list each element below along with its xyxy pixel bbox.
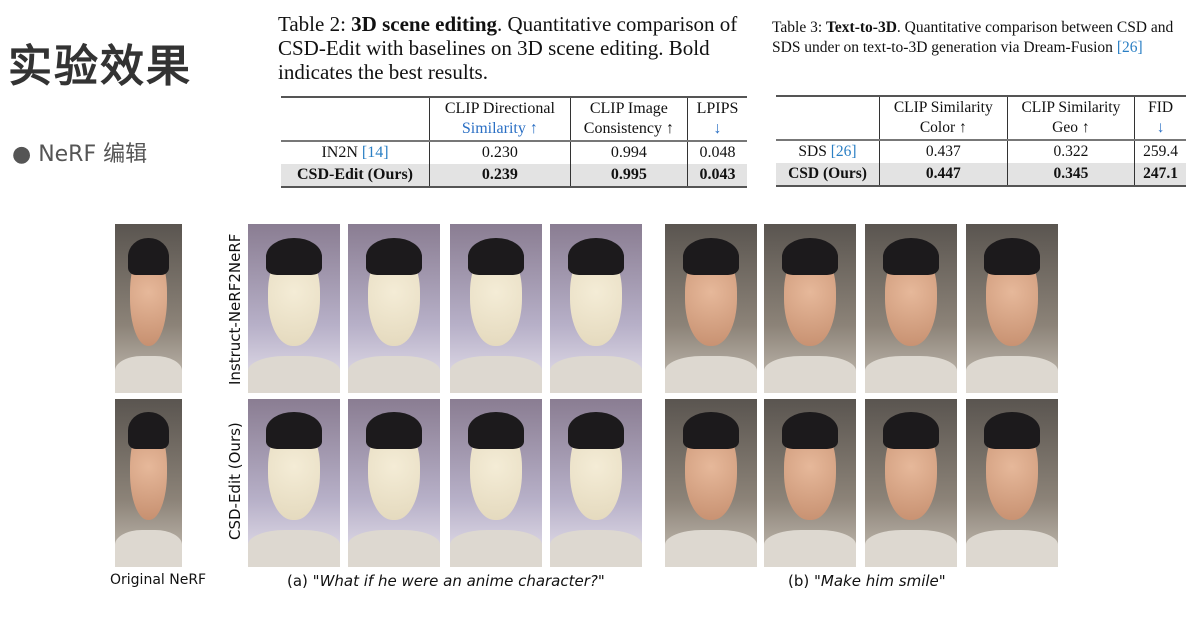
smile-edit-image <box>764 224 856 393</box>
caption-a-text: "What if he were an anime character?" <box>312 572 605 590</box>
cell: 0.437 <box>879 140 1008 163</box>
cell: 0.239 <box>429 164 571 187</box>
table2: CLIP Directional Similarity ↑ CLIP Image C… <box>281 96 747 188</box>
caption-b: (b) "Make him smile" <box>788 572 946 590</box>
method: CSD-Edit (Ours) <box>281 164 430 187</box>
header: CLIP Image <box>589 100 668 117</box>
caption-bold: 3D scene editing <box>351 12 497 36</box>
smile-edit-image <box>966 224 1058 393</box>
caption-prefix: Table 2: <box>278 12 352 36</box>
header: FID <box>1148 99 1174 116</box>
cell: 247.1 <box>1134 163 1186 186</box>
method: IN2N <box>321 144 362 161</box>
caption-a-prefix: (a) <box>287 572 313 590</box>
smile-edit-image <box>764 399 856 567</box>
anime-edit-image <box>450 399 542 567</box>
table-row: IN2N [14] 0.230 0.994 0.048 <box>281 141 747 164</box>
table2-caption: Table 2: 3D scene editing. Quantitative … <box>278 12 750 84</box>
bullet-nerf-editing: ● NeRF 编辑 <box>12 142 148 167</box>
header: Color ↑ <box>919 119 967 136</box>
header: CLIP Directional <box>444 100 555 117</box>
smile-edit-image <box>865 224 957 393</box>
cell: 0.048 <box>687 141 747 164</box>
table3: CLIP Similarity Color ↑ CLIP Similarity Ge… <box>776 95 1186 187</box>
cell: 0.322 <box>1006 140 1135 163</box>
cell: 0.994 <box>569 141 688 164</box>
caption-rest: . Quantitative comparison of CSD-Edit wi… <box>278 12 738 84</box>
anime-edit-image <box>550 399 642 567</box>
table3-caption: Table 3: Text-to-3D. Quantitative compar… <box>772 18 1187 58</box>
citation: [14] <box>361 144 389 161</box>
smile-edit-image <box>665 224 757 393</box>
caption-a: (a) "What if he were an anime character?… <box>287 572 605 590</box>
slide-title: 实验效果 <box>8 41 192 92</box>
table-row: CSD (Ours) 0.447 0.345 247.1 <box>776 163 1186 186</box>
table-row: SDS [26] 0.437 0.322 259.4 <box>776 140 1186 163</box>
caption-rest: . Quantitative comparison between CSD an… <box>772 19 1174 56</box>
original-nerf-image <box>115 224 182 393</box>
smile-edit-image <box>865 399 957 567</box>
cell: 259.4 <box>1134 140 1186 163</box>
anime-edit-image <box>348 224 440 393</box>
header: Consistency ↑ <box>583 120 674 137</box>
anime-edit-image <box>450 224 542 393</box>
caption-prefix: Table 3: <box>772 19 827 36</box>
method: SDS <box>798 143 831 160</box>
anime-edit-image <box>550 224 642 393</box>
anime-edit-image <box>248 399 340 567</box>
citation: [26] <box>1116 39 1143 56</box>
row-label-in2n: Instruct-NeRF2NeRF <box>226 233 244 385</box>
row-label-csd: CSD-Edit (Ours) <box>226 422 244 540</box>
header: CLIP Similarity <box>1021 99 1121 116</box>
header: Geo ↑ <box>1052 119 1090 136</box>
original-nerf-label: Original NeRF <box>110 572 207 588</box>
header: ↓ <box>1156 119 1165 136</box>
smile-edit-image <box>665 399 757 567</box>
method: CSD (Ours) <box>776 163 880 186</box>
anime-edit-image <box>348 399 440 567</box>
caption-b-prefix: (b) <box>788 572 814 590</box>
header: CLIP Similarity <box>893 99 993 116</box>
citation: [26] <box>830 143 857 160</box>
cell: 0.345 <box>1006 163 1135 186</box>
header: Similarity ↑ <box>461 120 538 137</box>
table-row: CSD-Edit (Ours) 0.239 0.995 0.043 <box>281 164 747 187</box>
original-nerf-image <box>115 399 182 567</box>
cell: 0.043 <box>687 164 747 187</box>
anime-edit-image <box>248 224 340 393</box>
smile-edit-image <box>966 399 1058 567</box>
header: LPIPS <box>696 100 739 117</box>
cell: 0.995 <box>569 164 688 187</box>
caption-bold: Text-to-3D <box>826 19 897 36</box>
cell: 0.447 <box>879 163 1008 186</box>
cell: 0.230 <box>429 141 571 164</box>
caption-b-text: "Make him smile" <box>814 572 946 590</box>
header: ↓ <box>713 120 722 137</box>
